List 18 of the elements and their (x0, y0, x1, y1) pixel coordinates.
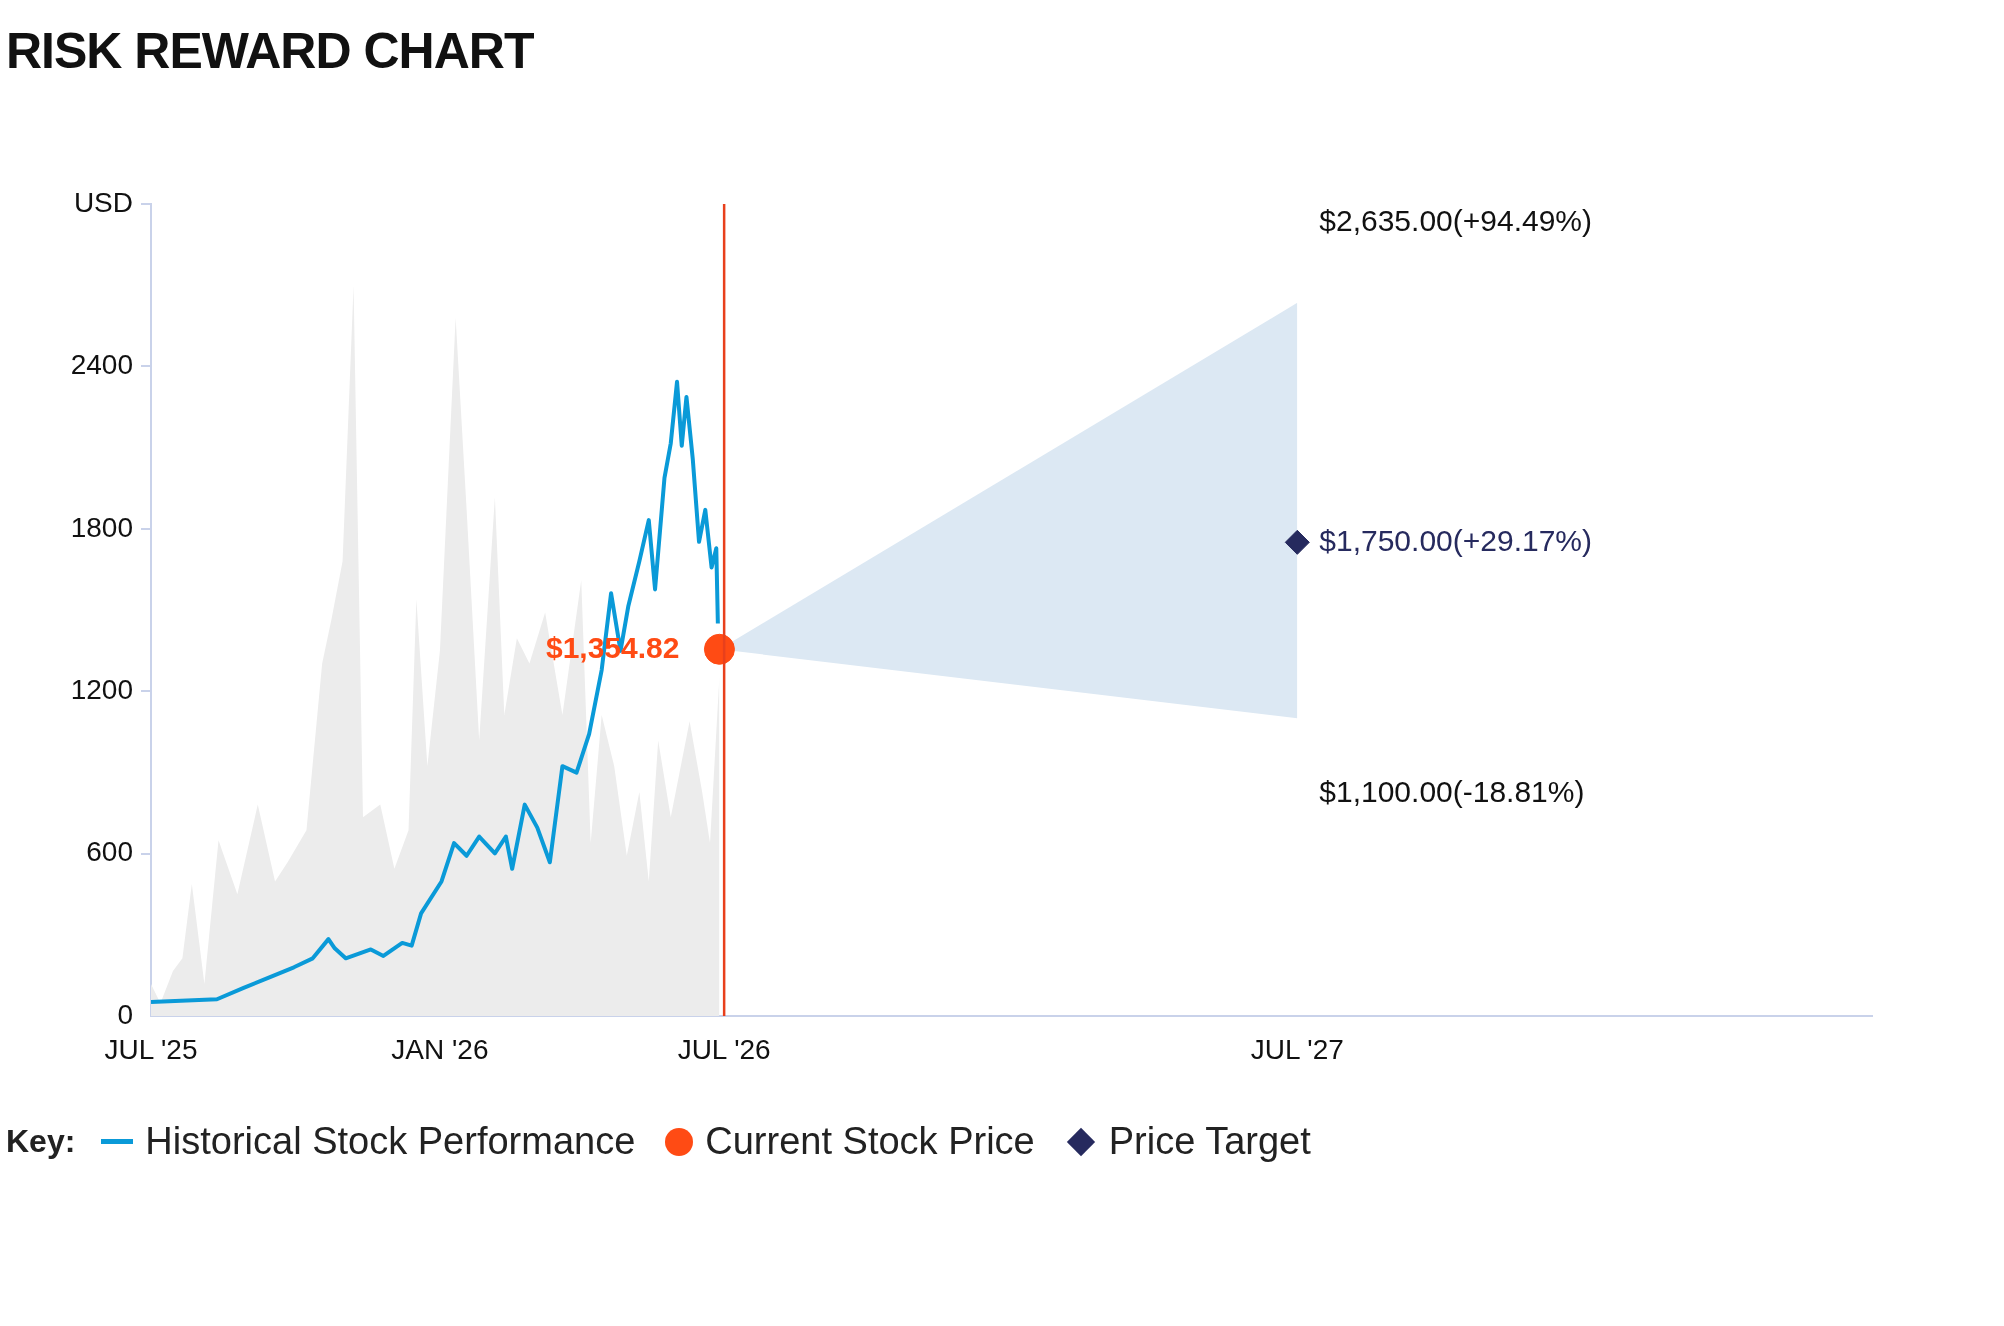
x-tick-label: JUL '25 (104, 1033, 198, 1065)
legend-title: Key: (6, 1123, 76, 1160)
x-tick-label: JUL '27 (1250, 1033, 1344, 1065)
annotation: $2,635.00(+94.49%) (1319, 204, 1593, 238)
chart-title: RISK REWARD CHART (6, 22, 534, 80)
legend-label: Current Stock Price (705, 1120, 1035, 1163)
x-tick-label: JUL '26 (677, 1033, 771, 1065)
annotation: $1,100.00(-18.81%) (1319, 774, 1585, 808)
x-tick-label: JAN '26 (391, 1033, 489, 1065)
y-tick-label: 1800 (70, 511, 133, 543)
y-tick-label: 0 (117, 998, 133, 1030)
y-tick-label: 1200 (70, 673, 133, 705)
legend-label: Price Target (1108, 1120, 1311, 1163)
y-tick-label: 2400 (70, 349, 133, 381)
y-tick-label: USD (73, 186, 133, 218)
data-label: $1,750.00(+29.17%) (1319, 523, 1593, 557)
y-tick-label: 600 (86, 836, 133, 868)
legend-label: Historical Stock Performance (145, 1120, 636, 1163)
